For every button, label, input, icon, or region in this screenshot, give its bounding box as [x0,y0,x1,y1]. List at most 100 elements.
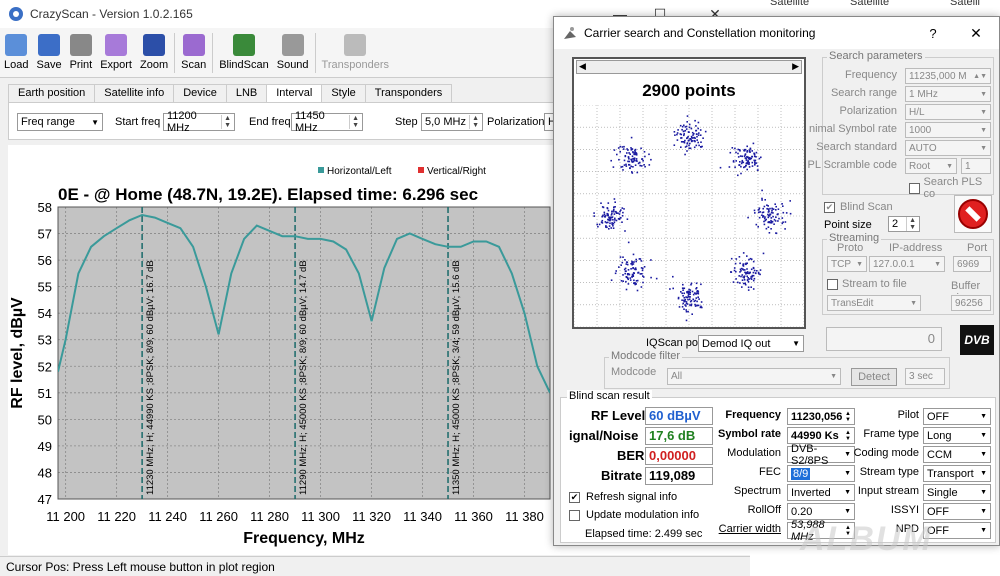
search-param-field[interactable]: 11235,000 M ▲▼ [905,68,991,84]
port-input[interactable]: 6969 [953,256,991,272]
cw-field[interactable]: 53,988 MHz ▲ ▼ [787,519,855,543]
status-bar: Cursor Pos: Press Left mouse button in p… [0,556,750,576]
plot-frame [57,206,551,500]
print-button[interactable]: Print [66,28,97,76]
search-param-value: Root [909,160,931,172]
search-pls-checkbox[interactable]: Search PLS co [909,176,993,200]
spectrum-chart[interactable]: Horizontal/Left Vertical/Right 0E - @ Home… [8,145,750,555]
close-icon[interactable]: ✕ [709,5,721,22]
stream-to-file-checkbox[interactable]: Stream to file [827,278,907,290]
save-button[interactable]: Save [32,28,65,76]
bitrate-label: Bitrate [601,468,643,483]
frame-value: Long [927,429,952,442]
modcode-select[interactable]: All ▼ [667,368,841,385]
spin-arrows-icon[interactable]: ▲ ▼ [349,115,359,129]
roll-value: 0.20 [791,505,813,518]
dvb-logo: DVB [960,325,994,355]
start-freq-input[interactable]: 11200 MHz ▲ ▼ [163,110,235,134]
search-param-field[interactable]: H/L ▼ [905,104,991,120]
tab-lnb[interactable]: LNB [225,84,268,102]
dialog-titlebar: Carrier search and Constellation monitor… [554,17,999,49]
spin-arrows-icon[interactable]: ▲ ▼ [469,115,479,129]
mode-select[interactable]: Freq range ▼ [17,113,103,131]
coding-select[interactable]: CCM ▼ [923,446,991,463]
sr-field[interactable]: 44990 Ks ▲ ▼ [787,427,855,444]
x-tick-label: 11 220 [97,509,136,524]
chevron-down-icon: ▼ [792,339,800,348]
checkbox-icon[interactable]: ✔ [569,491,580,503]
proto-select[interactable]: TCP ▼ [827,256,867,272]
search-param-field[interactable]: 1000 ▼ [905,122,991,138]
search-param-field[interactable]: AUTO ▼ [905,140,991,156]
coding-label: Coding mode [853,447,919,459]
export-button[interactable]: Export [96,28,136,76]
fec-field[interactable]: 8/9 ▼ [787,465,855,482]
freq-value: 11230,056 [791,410,843,423]
ip-select[interactable]: 127.0.0.1 ▼ [869,256,945,272]
load-button[interactable]: Load [0,28,32,76]
stop-button[interactable] [954,195,992,233]
spin-arrows-icon[interactable]: ▲ ▼ [845,429,851,442]
tab-transponders[interactable]: Transponders [364,84,453,102]
spin-arrows-icon[interactable]: ▲ ▼ [845,410,851,423]
checkbox-icon[interactable] [909,182,920,194]
constellation-scrollbar[interactable]: ◀ ▶ [576,60,802,74]
detect-button[interactable]: Detect [851,368,897,386]
search-param-field[interactable]: Root ▼ [905,158,957,174]
spec-field[interactable]: Inverted ▼ [787,484,855,501]
search-param-field[interactable]: 1 MHz ▼ [905,86,991,102]
tab-earth-position[interactable]: Earth position [8,84,96,102]
port-label: Port [967,242,988,254]
npd-select[interactable]: OFF ▼ [923,522,991,539]
chevron-down-icon: ▼ [830,373,837,380]
scan-button[interactable]: Scan [177,28,210,76]
zoom-button[interactable]: Zoom [136,28,172,76]
checkbox-icon[interactable]: ✔ [824,201,835,213]
tab-satellite-info[interactable]: Satellite info [94,84,175,102]
constellation-cluster [747,189,792,235]
tab-interval[interactable]: Interval [266,84,323,102]
file-select[interactable]: TransEdit ▼ [827,295,921,311]
scroll-right-icon[interactable]: ▶ [792,61,799,71]
frame-select[interactable]: Long ▼ [923,427,991,444]
step-input[interactable]: 5,0 MHz ▲ ▼ [421,113,483,131]
point-size-input[interactable]: 2 ▲ ▼ [888,216,920,232]
roll-field[interactable]: 0.20 ▼ [787,503,855,520]
search-param-label: Search range [830,87,897,99]
elapsed-time: Elapsed time: 2.499 sec [585,528,703,540]
background-window-strip: Satellite Satellite Satelli [750,0,1000,16]
spin-arrows-icon[interactable]: ▲ ▼ [221,115,231,129]
x-tick-label: 11 280 [250,509,289,524]
buffer-size-input[interactable]: 96256 [951,295,991,311]
freq-field[interactable]: 11230,056 ▲ ▼ [787,408,855,425]
spin-arrows-icon[interactable]: ▲ ▼ [906,217,916,231]
transponders-button[interactable]: Transponders [318,28,393,76]
end-freq-input[interactable]: 11450 MHz ▲ ▼ [291,110,363,134]
blindscan-button[interactable]: BlindScan [215,28,273,76]
pilot-select[interactable]: OFF ▼ [923,408,991,425]
chevron-down-icon: ▼ [980,413,987,420]
sound-button[interactable]: Sound [273,28,313,76]
spin-arrows-icon[interactable]: ▲ ▼ [845,524,851,537]
detect-seconds-input[interactable]: 3 sec [905,368,945,385]
blind-scan-result-label: Blind scan result [567,390,652,402]
scroll-left-icon[interactable]: ◀ [579,61,586,71]
refresh-signal-checkbox[interactable]: ✔ Refresh signal info [569,491,677,503]
update-modulation-checkbox[interactable]: Update modulation info [569,509,699,521]
search-param-label: Polarization [839,105,897,117]
help-button[interactable]: ? [929,25,937,41]
blind-scan-checkbox[interactable]: ✔ Blind Scan [824,201,893,213]
mod-field[interactable]: DVB-S2/8PS ▼ [787,443,855,467]
stream-select[interactable]: Transport ▼ [923,465,991,482]
checkbox-icon[interactable] [569,509,580,521]
iq-scan-select[interactable]: Demod IQ out ▼ [698,335,804,352]
tab-style[interactable]: Style [321,84,366,102]
issyi-select[interactable]: OFF ▼ [923,503,991,520]
checkbox-icon[interactable] [827,278,838,290]
y-tick-label: 51 [38,386,52,401]
input-select[interactable]: Single ▼ [923,484,991,501]
dialog-close-button[interactable]: ✕ [970,24,982,41]
pls-code-field[interactable]: 1 [961,158,991,174]
search-param-label: nimal Symbol rate [808,123,897,135]
tab-device[interactable]: Device [173,84,227,102]
